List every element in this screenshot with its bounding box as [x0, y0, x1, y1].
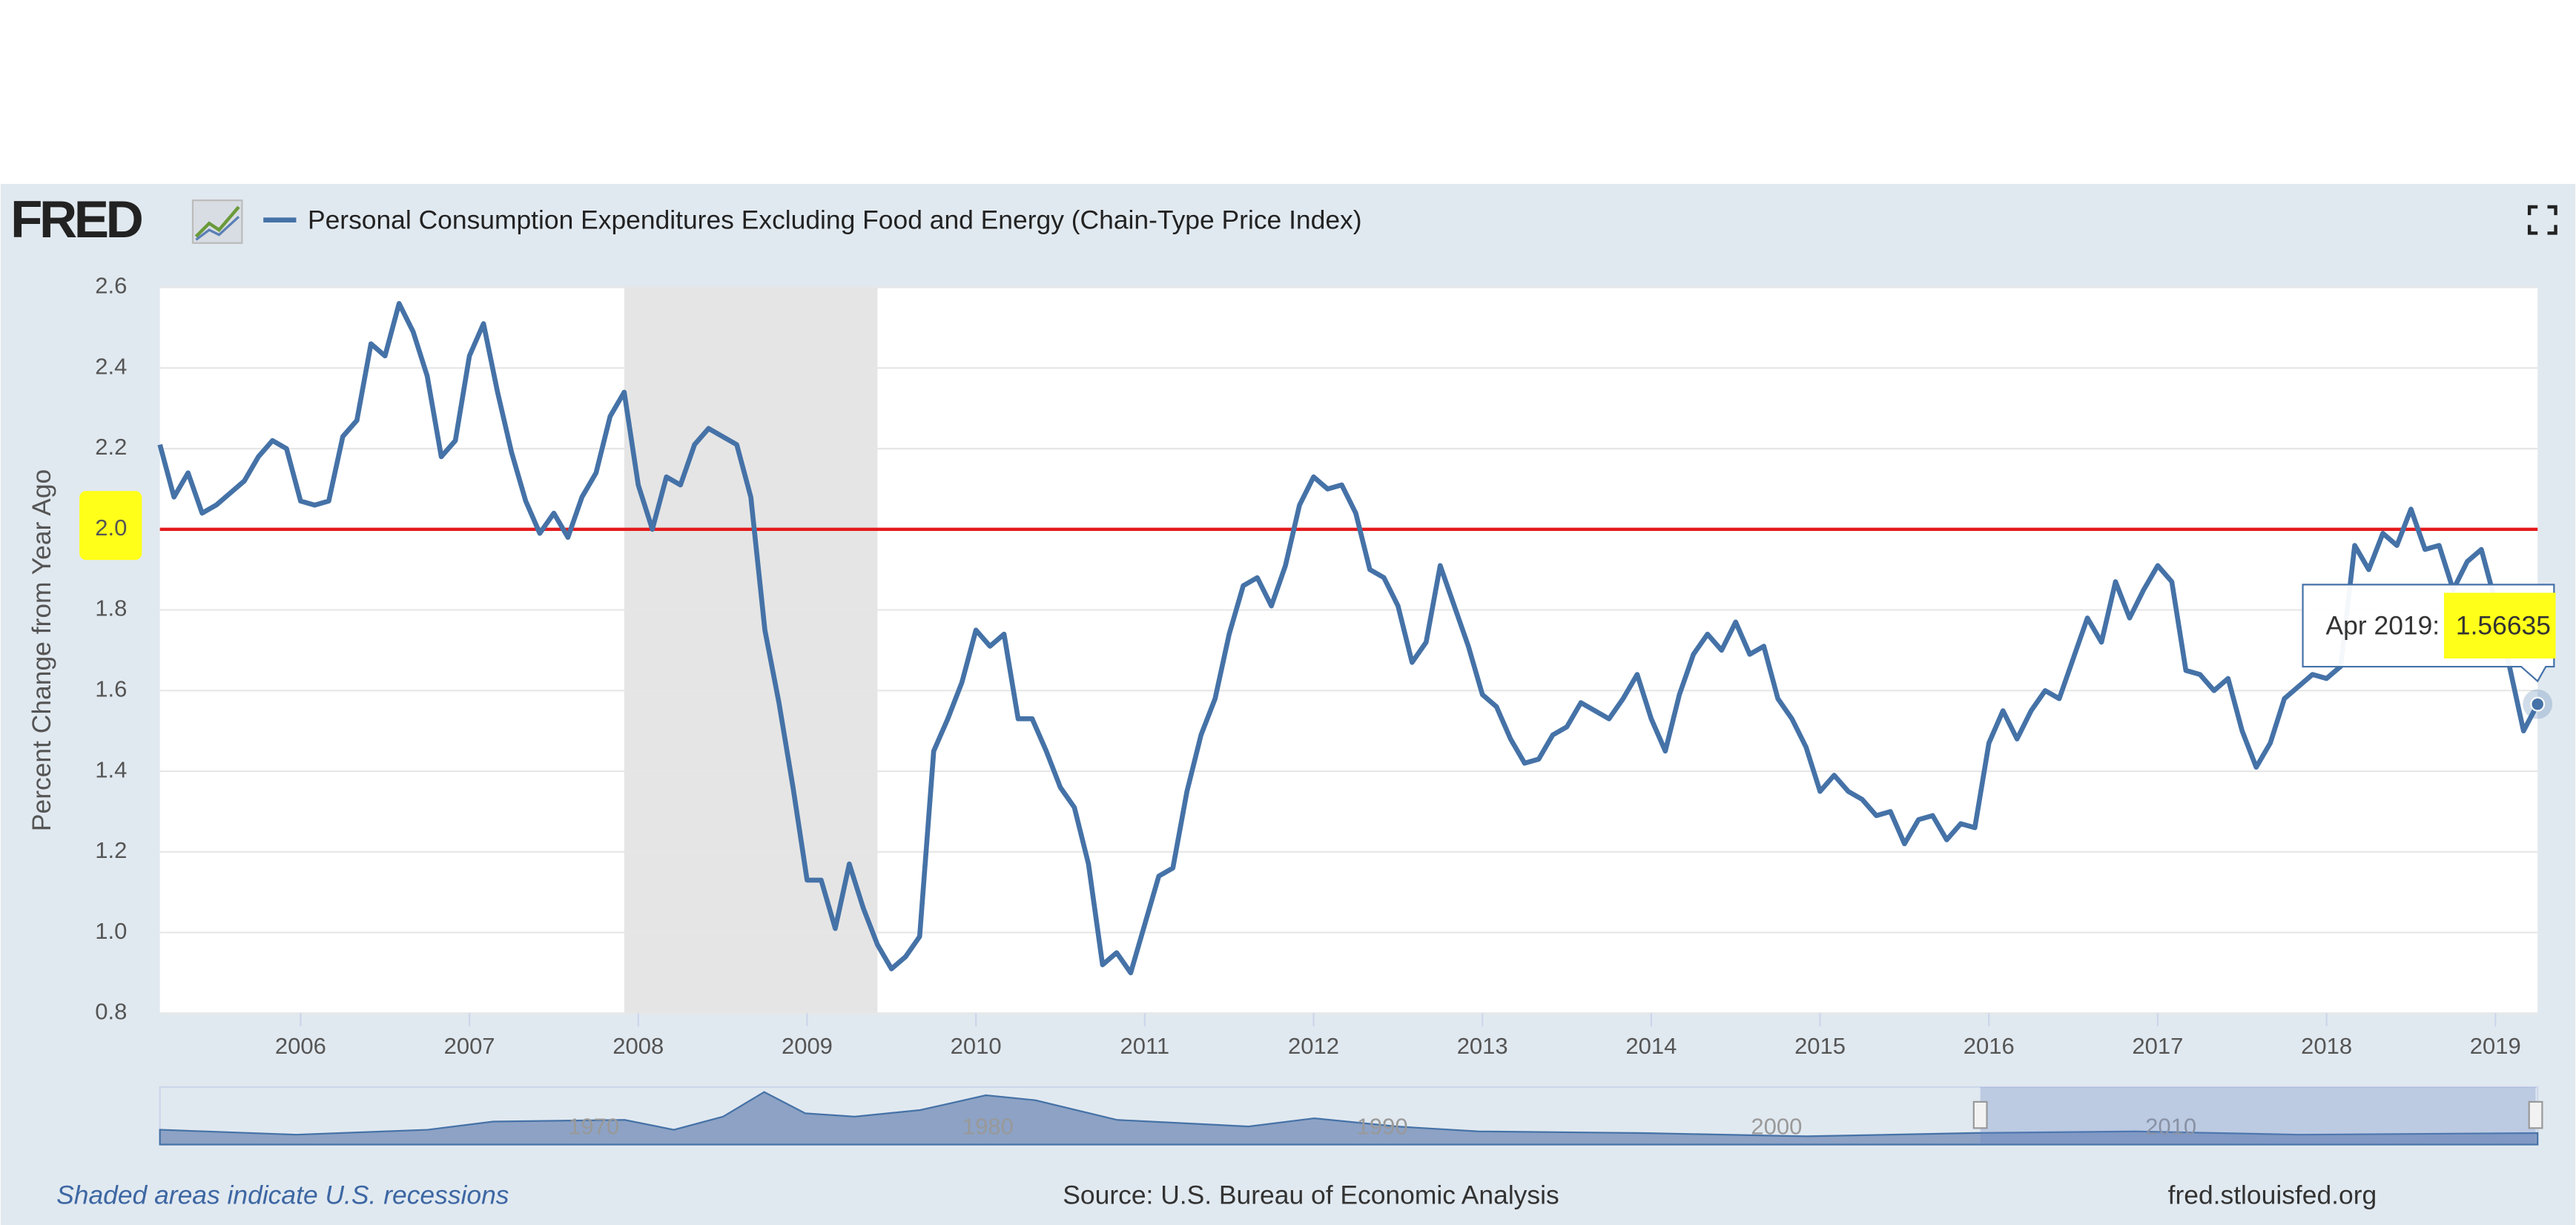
- x-tick-label: 2014: [1625, 1033, 1677, 1059]
- y-tick-label: 2.0: [95, 515, 127, 541]
- x-tick-label: 2009: [782, 1033, 833, 1059]
- logo-icon: [191, 199, 243, 244]
- x-tick-label: 2019: [2470, 1033, 2521, 1059]
- navigator-tick-label: 1980: [962, 1114, 1014, 1140]
- x-tick-label: 2018: [2301, 1033, 2352, 1059]
- x-tick-label: 2010: [951, 1033, 1002, 1059]
- y-tick-label: 2.2: [95, 434, 127, 460]
- plot-area: [159, 287, 2538, 1014]
- x-tick-label: 2015: [1794, 1033, 1846, 1059]
- navigator-selection: [1980, 1086, 2536, 1145]
- navigator: 1970 1980 1990 2000 2010: [159, 1086, 2543, 1146]
- x-tick-label: 2017: [2132, 1033, 2183, 1059]
- y-tick-label: 1.6: [95, 676, 127, 701]
- x-tick-label: 2006: [275, 1033, 326, 1059]
- hover-point: [2530, 696, 2546, 712]
- navigator-tick-label: 1970: [568, 1114, 619, 1140]
- x-tick-label: 2012: [1288, 1033, 1339, 1059]
- y-tick-label: 1.2: [95, 837, 127, 863]
- x-tick-label: 2008: [612, 1033, 664, 1059]
- line-series: [157, 300, 2540, 976]
- site-link[interactable]: fred.stlouisfed.org: [2168, 1181, 2377, 1210]
- recession-band: [624, 287, 878, 1014]
- tooltip-label: Apr 2019:: [2326, 610, 2440, 640]
- y-tick-label: 2.6: [95, 273, 127, 299]
- logo: FRED: [10, 191, 142, 249]
- y-tick-label: 2.4: [95, 353, 127, 379]
- x-tick-label: 2011: [1120, 1033, 1169, 1059]
- x-tick-label: 2016: [1964, 1033, 2015, 1059]
- fullscreen-button[interactable]: [2527, 205, 2557, 235]
- legend-label: Personal Consumption Expenditures Exclud…: [308, 205, 1362, 234]
- y-tick-label: 1.4: [95, 756, 127, 782]
- navigator-handle[interactable]: [1972, 1100, 1988, 1129]
- navigator-tick-label: 2010: [2145, 1114, 2196, 1140]
- y-tick-label: 1.8: [95, 595, 127, 621]
- navigator-handle[interactable]: [2528, 1100, 2543, 1129]
- x-tick-label: 2013: [1457, 1033, 1508, 1059]
- y-axis-label: Percent Change from Year Ago: [27, 469, 56, 831]
- navigator-area: [159, 1091, 2539, 1146]
- x-tick-label: 2007: [444, 1033, 495, 1059]
- highlight: [79, 491, 142, 561]
- navigator-tick-label: 2000: [1751, 1114, 1802, 1140]
- y-tick-label: 1.0: [95, 918, 127, 944]
- recession-note: Shaded areas indicate U.S. recessions: [56, 1181, 509, 1210]
- highlight: [2443, 592, 2556, 659]
- source: Source: U.S. Bureau of Economic Analysis: [1063, 1181, 1559, 1210]
- y-tick-label: 0.8: [95, 999, 127, 1025]
- navigator-tick-label: 1990: [1357, 1114, 1408, 1140]
- tooltip-value: 1.56635: [2456, 610, 2551, 640]
